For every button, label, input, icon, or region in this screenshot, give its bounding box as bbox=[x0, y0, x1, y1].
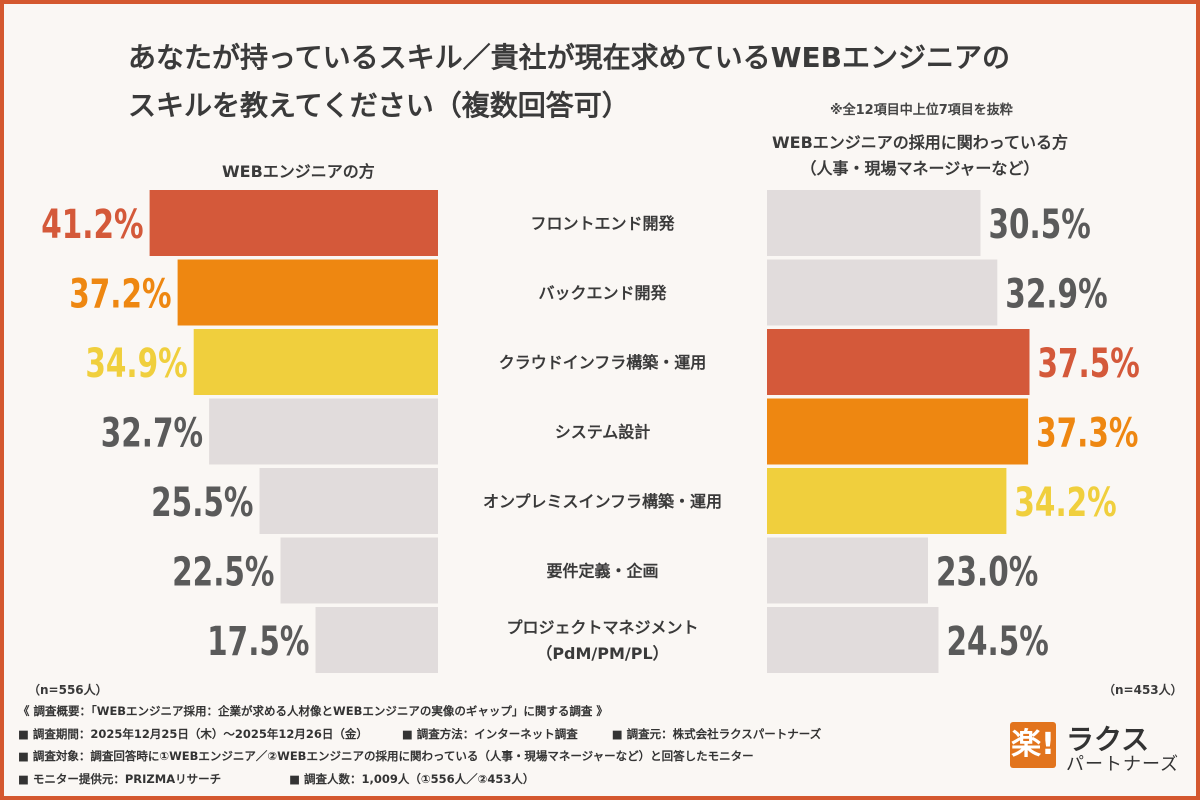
logo-mark: 楽! bbox=[1010, 722, 1056, 768]
left-bar bbox=[209, 398, 438, 465]
category-label: フロントエンド開発 bbox=[530, 214, 675, 233]
category-label: （PdM/PM/PL） bbox=[536, 644, 668, 663]
n-left: （n=556人） bbox=[28, 683, 108, 697]
left-value-label: 17.5% bbox=[207, 618, 309, 665]
category-label: オンプレミスインフラ構築・運用 bbox=[483, 492, 722, 511]
category-label: プロジェクトマネジメント bbox=[506, 618, 698, 637]
right-header-line-1: WEBエンジニアの採用に関わっている方 bbox=[772, 133, 1068, 152]
survey-footer: 《 調査概要：「WEBエンジニア採用：企業が求める人材像とWEBエンジニアの実像… bbox=[18, 700, 998, 790]
right-value-label: 30.5% bbox=[989, 201, 1091, 248]
right-bar bbox=[767, 468, 1007, 534]
left-value-label: 37.2% bbox=[69, 270, 171, 317]
right-value-label: 23.0% bbox=[936, 548, 1038, 595]
right-series-header: WEBエンジニアの採用に関わっている方 （人事・現場マネージャーなど） bbox=[730, 130, 1110, 182]
butterfly-bar-chart: 41.2% 30.5% フロントエンド開発 37.2% 32.9% バックエンド開発 34.… bbox=[41, 190, 1140, 673]
title-line-2: スキルを教えてください（複数回答可） bbox=[128, 89, 630, 122]
left-value-label: 32.7% bbox=[101, 409, 203, 456]
left-value-label: 25.5% bbox=[151, 479, 253, 526]
left-bar bbox=[149, 190, 438, 256]
right-value-label: 34.2% bbox=[1014, 479, 1116, 526]
footer-provider: ■ モニター提供元：PRIZMAリサーチ bbox=[18, 771, 222, 786]
left-bar bbox=[315, 607, 438, 673]
right-bar bbox=[767, 607, 939, 673]
category-label: バックエンド開発 bbox=[538, 284, 667, 303]
right-value-label: 24.5% bbox=[947, 618, 1049, 665]
logo-name: ラクス bbox=[1066, 723, 1150, 756]
footer-line-1: 《 調査概要：「WEBエンジニア採用：企業が求める人材像とWEBエンジニアの実像… bbox=[18, 704, 608, 718]
category-label: システム設計 bbox=[555, 423, 651, 442]
category-label: クラウドインフラ構築・運用 bbox=[499, 353, 707, 372]
right-bar bbox=[767, 537, 928, 604]
footer-source: ■ 調査元：株式会社ラクスパートナーズ bbox=[611, 726, 822, 741]
right-value-label: 37.5% bbox=[1038, 340, 1140, 387]
right-bar bbox=[767, 398, 1029, 465]
footer-method: ■ 調査方法：インターネット調査 bbox=[401, 726, 578, 741]
right-value-label: 32.9% bbox=[1005, 270, 1107, 317]
footer-line-2: ■ 調査期間：2025年12月25日（木）～2025年12月26日（金） ■ 調査… bbox=[18, 723, 998, 746]
left-bar bbox=[193, 329, 438, 395]
right-bar bbox=[767, 259, 998, 326]
left-bar bbox=[259, 468, 438, 534]
chart-title: あなたが持っているスキル／貴社が現在求めているWEBエンジニアの スキルを教えて… bbox=[128, 34, 1088, 130]
left-series-header: WEBエンジニアの方 bbox=[222, 162, 375, 181]
logo-sub: パートナーズ bbox=[1066, 754, 1180, 775]
left-value-label: 34.9% bbox=[85, 340, 187, 387]
right-header-line-2: （人事・現場マネージャーなど） bbox=[800, 159, 1040, 178]
category-label: 要件定義・企画 bbox=[546, 562, 658, 581]
left-bar bbox=[177, 259, 438, 326]
footer-period: ■ 調査期間：2025年12月25日（木）～2025年12月26日（金） bbox=[18, 726, 368, 741]
note-top: ※全12項目中上位7項目を抜粋 bbox=[830, 103, 1013, 118]
left-bar bbox=[280, 537, 438, 604]
title-line-1: あなたが持っているスキル／貴社が現在求めているWEBエンジニアの bbox=[128, 41, 1010, 74]
footer-count: ■ 調査人数：1,009人（①556人／②453人） bbox=[289, 771, 535, 786]
footer-line-3: ■ 調査対象：調査回答時に①WEBエンジニア／②WEBエンジニアの採用に関わって… bbox=[18, 749, 754, 763]
n-right: （n=453人） bbox=[1103, 683, 1183, 697]
right-bar bbox=[767, 190, 981, 256]
left-value-label: 41.2% bbox=[41, 201, 143, 248]
left-value-label: 22.5% bbox=[172, 548, 274, 595]
footer-line-4: ■ モニター提供元：PRIZMAリサーチ ■ 調査人数：1,009人（①556人／… bbox=[18, 768, 998, 791]
company-logo: 楽! ラクス パートナーズ bbox=[1010, 722, 1186, 776]
right-value-label: 37.3% bbox=[1036, 409, 1138, 456]
right-bar bbox=[767, 329, 1030, 395]
